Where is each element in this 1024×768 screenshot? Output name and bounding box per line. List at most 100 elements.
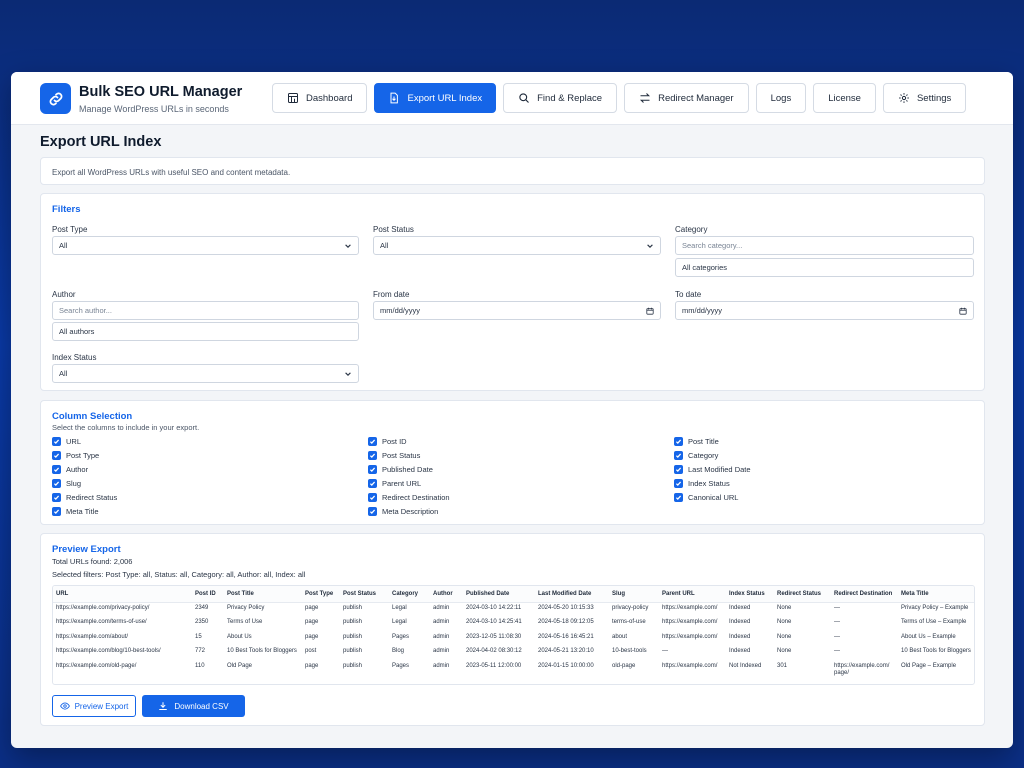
post-type-select[interactable]: All bbox=[52, 236, 359, 255]
checkbox-checked-icon[interactable] bbox=[368, 507, 377, 516]
column-checkbox[interactable]: Redirect Destination bbox=[368, 493, 450, 502]
from-date-placeholder: mm/dd/yyyy bbox=[380, 306, 421, 315]
column-header: Category bbox=[389, 586, 430, 603]
index-status-select[interactable]: All bbox=[52, 364, 359, 383]
column-checkbox[interactable]: Post Type bbox=[52, 451, 99, 460]
filters-card: Filters Post Type All Post Status All Ca… bbox=[40, 193, 985, 391]
column-checkbox[interactable]: Post ID bbox=[368, 437, 407, 446]
nav-logs-button[interactable]: Logs bbox=[755, 83, 807, 113]
author-search-input[interactable]: Search author... bbox=[52, 301, 359, 320]
checkbox-label: URL bbox=[66, 437, 82, 446]
to-date-input[interactable]: mm/dd/yyyy bbox=[675, 301, 974, 320]
column-checkbox[interactable]: Redirect Status bbox=[52, 493, 117, 502]
checkbox-checked-icon[interactable] bbox=[52, 479, 61, 488]
preview-title: Preview Export bbox=[52, 544, 121, 555]
table-row[interactable]: https://example.com/old-page/110 Old Page… bbox=[53, 661, 974, 680]
nav-find-replace-button[interactable]: Find & Replace bbox=[503, 83, 618, 113]
checkbox-checked-icon[interactable] bbox=[368, 437, 377, 446]
post-status-select[interactable]: All bbox=[373, 236, 661, 255]
column-checkbox[interactable]: Category bbox=[674, 451, 718, 460]
column-checkbox[interactable]: Slug bbox=[52, 479, 81, 488]
table-cell: None bbox=[777, 605, 792, 611]
from-date-input[interactable]: mm/dd/yyyy bbox=[373, 301, 661, 320]
table-cell: 2024-03-10 14:25:41 bbox=[466, 619, 522, 625]
download-csv-label: Download CSV bbox=[174, 701, 229, 711]
column-checkbox[interactable]: Canonical URL bbox=[674, 493, 738, 502]
table-cell: post bbox=[305, 648, 317, 654]
table-cell: — bbox=[834, 619, 840, 625]
table-cell: 2024-05-20 10:15:33 bbox=[538, 605, 594, 611]
checkbox-checked-icon[interactable] bbox=[368, 451, 377, 460]
checkbox-checked-icon[interactable] bbox=[674, 465, 683, 474]
column-header: Redirect Destination bbox=[831, 586, 898, 603]
nav-license-button[interactable]: License bbox=[813, 83, 876, 113]
nav-dashboard-label: Dashboard bbox=[306, 92, 353, 104]
table-cell: page bbox=[305, 605, 319, 611]
table-cell: https://example.com/ bbox=[662, 633, 718, 640]
nav-settings-button[interactable]: Settings bbox=[882, 83, 967, 113]
category-select[interactable]: All categories bbox=[675, 258, 974, 277]
checkbox-checked-icon[interactable] bbox=[674, 451, 683, 460]
preview-export-button[interactable]: Preview Export bbox=[52, 695, 136, 717]
chevron-down-icon bbox=[345, 243, 351, 248]
page-description: Export all WordPress URLs with useful SE… bbox=[52, 168, 291, 177]
column-checkbox[interactable]: Meta Description bbox=[368, 507, 438, 516]
column-checkbox[interactable]: Published Date bbox=[368, 465, 433, 474]
table-row[interactable]: https://example.com/terms-of-use/2350 Ter… bbox=[53, 617, 974, 632]
checkbox-checked-icon[interactable] bbox=[52, 451, 61, 460]
column-checkbox[interactable]: Post Status bbox=[368, 451, 420, 460]
nav-logs-label: Logs bbox=[770, 92, 792, 104]
category-search-placeholder: Search category... bbox=[682, 241, 743, 250]
table-row[interactable]: https://example.com/about/15 About Us page… bbox=[53, 632, 974, 647]
table-cell: 2024-05-18 09:12:05 bbox=[538, 619, 594, 625]
column-checkbox[interactable]: Post Title bbox=[674, 437, 719, 446]
table-cell: Indexed bbox=[729, 619, 751, 625]
column-checkbox[interactable]: Parent URL bbox=[368, 479, 421, 488]
table-cell: admin bbox=[433, 662, 450, 669]
column-checkbox[interactable]: Meta Title bbox=[52, 507, 99, 516]
column-checkbox[interactable]: Last Modified Date bbox=[674, 465, 751, 474]
download-icon bbox=[159, 702, 168, 710]
calendar-icon[interactable] bbox=[959, 307, 967, 315]
top-bar: Bulk SEO URL Manager Manage WordPress UR… bbox=[11, 72, 1013, 125]
calendar-icon[interactable] bbox=[646, 307, 654, 315]
column-checkbox[interactable]: Author bbox=[52, 465, 88, 474]
checkbox-checked-icon[interactable] bbox=[674, 493, 683, 502]
preview-table: URL Post ID Post Title Post Type Post Status… bbox=[52, 585, 975, 685]
checkbox-checked-icon[interactable] bbox=[674, 479, 683, 488]
checkbox-checked-icon[interactable] bbox=[368, 465, 377, 474]
to-date-label: To date bbox=[675, 290, 702, 299]
checkbox-label: Parent URL bbox=[382, 479, 422, 488]
category-label: Category bbox=[675, 225, 708, 234]
checkbox-checked-icon[interactable] bbox=[52, 493, 61, 502]
table-row[interactable]: https://example.com/blog/10-best-tools/7… bbox=[53, 646, 974, 661]
nav-redirect-button[interactable]: Redirect Manager bbox=[624, 83, 749, 113]
nav-export-button[interactable]: Export URL Index bbox=[374, 83, 497, 113]
checkbox-checked-icon[interactable] bbox=[674, 437, 683, 446]
table-row[interactable]: https://example.com/privacy-policy/2349 P… bbox=[53, 603, 974, 618]
index-status-label: Index Status bbox=[52, 353, 97, 362]
table-cell: admin bbox=[433, 648, 450, 654]
column-checkbox[interactable]: Index Status bbox=[674, 479, 730, 488]
table-cell: Not Indexed bbox=[729, 662, 762, 669]
author-select[interactable]: All authors bbox=[52, 322, 359, 341]
table-body: https://example.com/privacy-policy/2349 P… bbox=[53, 603, 974, 680]
category-search-input[interactable]: Search category... bbox=[675, 236, 974, 255]
table-cell: Old Page – Example bbox=[901, 662, 957, 669]
nav-redirect-label: Redirect Manager bbox=[658, 92, 734, 104]
table-cell: privacy-policy bbox=[612, 605, 649, 611]
gear-icon bbox=[899, 93, 909, 103]
checkbox-label: Post Status bbox=[382, 451, 421, 460]
nav-dashboard-button[interactable]: Dashboard bbox=[272, 83, 368, 113]
column-checkbox[interactable]: URL bbox=[52, 437, 81, 446]
table-cell: Privacy Policy – Example bbox=[901, 605, 969, 611]
download-csv-button[interactable]: Download CSV bbox=[142, 695, 245, 717]
author-value: All authors bbox=[59, 327, 95, 336]
checkbox-checked-icon[interactable] bbox=[368, 479, 377, 488]
checkbox-checked-icon[interactable] bbox=[368, 493, 377, 502]
checkbox-checked-icon[interactable] bbox=[52, 437, 61, 446]
checkbox-checked-icon[interactable] bbox=[52, 465, 61, 474]
table-cell: old-page bbox=[612, 662, 636, 669]
table-cell: Indexed bbox=[729, 648, 751, 654]
checkbox-checked-icon[interactable] bbox=[52, 507, 61, 516]
